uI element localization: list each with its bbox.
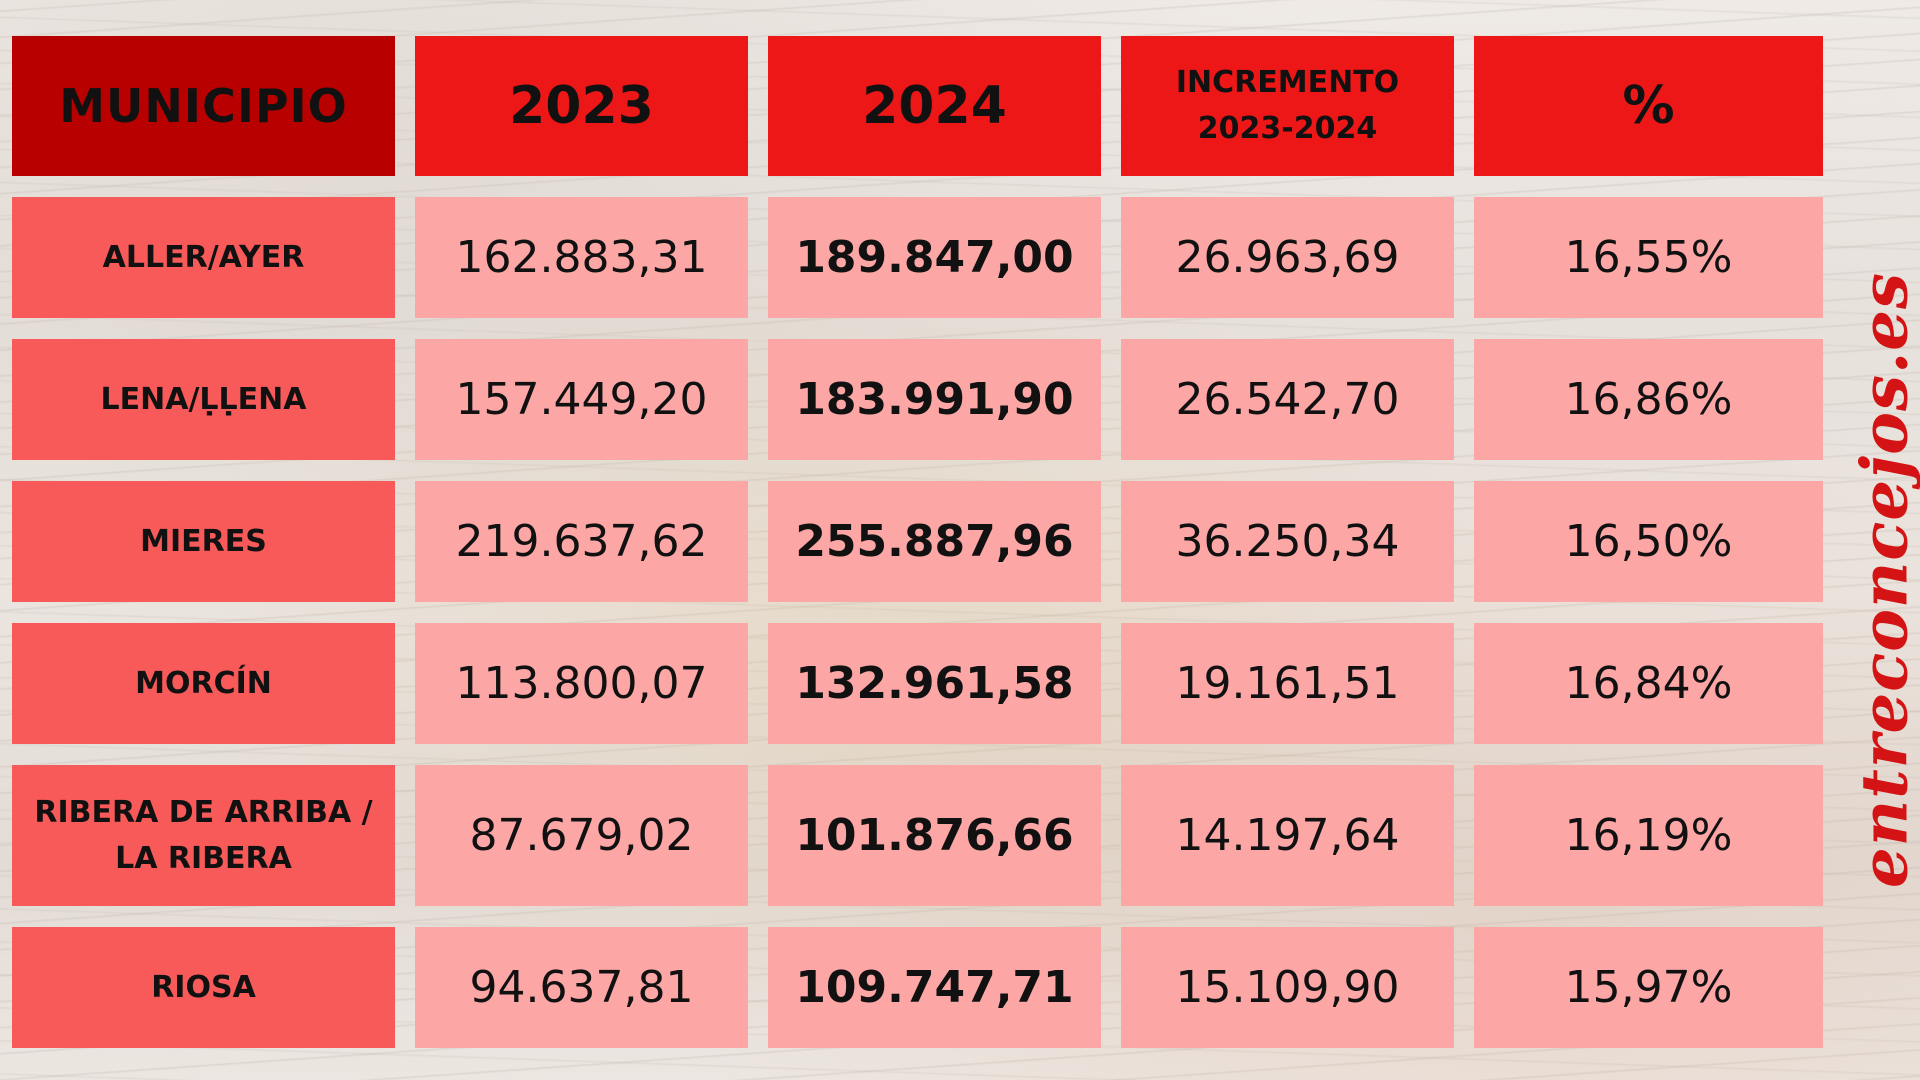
row-3-2024: 255.887,96 xyxy=(768,481,1101,602)
data-table: MUNICIPIO 2023 2024 INCREMENTO 2023-2024… xyxy=(12,36,1823,1048)
row-4-percent: 16,84% xyxy=(1474,623,1823,744)
row-4-2024: 132.961,58 xyxy=(768,623,1101,744)
row-4-2023: 113.800,07 xyxy=(415,623,748,744)
header-2023: 2023 xyxy=(415,36,748,176)
row-6-2024: 109.747,71 xyxy=(768,927,1101,1048)
header-municipio: MUNICIPIO xyxy=(12,36,395,176)
row-2-municipio: LENA/ḶḶENA xyxy=(12,339,395,460)
row-1-municipio: ALLER/AYER xyxy=(12,197,395,318)
row-5-municipio: RIBERA DE ARRIBA / LA RIBERA xyxy=(12,765,395,906)
row-5-percent: 16,19% xyxy=(1474,765,1823,906)
row-3-municipio: MIERES xyxy=(12,481,395,602)
row-4-incremento: 19.161,51 xyxy=(1121,623,1454,744)
row-6-municipio: RIOSA xyxy=(12,927,395,1048)
row-6-incremento: 15.109,90 xyxy=(1121,927,1454,1048)
row-3-2023: 219.637,62 xyxy=(415,481,748,602)
row-2-percent: 16,86% xyxy=(1474,339,1823,460)
row-5-incremento: 14.197,64 xyxy=(1121,765,1454,906)
header-incremento: INCREMENTO 2023-2024 xyxy=(1121,36,1454,176)
header-percent: % xyxy=(1474,36,1823,176)
watermark-text: entreconcejos.es xyxy=(1847,271,1920,889)
header-2024: 2024 xyxy=(768,36,1101,176)
row-1-2024: 189.847,00 xyxy=(768,197,1101,318)
header-incremento-line2: 2023-2024 xyxy=(1197,111,1378,146)
header-incremento-line1: INCREMENTO xyxy=(1175,65,1400,100)
row-1-incremento: 26.963,69 xyxy=(1121,197,1454,318)
row-2-2024: 183.991,90 xyxy=(768,339,1101,460)
row-1-percent: 16,55% xyxy=(1474,197,1823,318)
row-5-2024: 101.876,66 xyxy=(768,765,1101,906)
row-2-2023: 157.449,20 xyxy=(415,339,748,460)
row-6-2023: 94.637,81 xyxy=(415,927,748,1048)
row-6-percent: 15,97% xyxy=(1474,927,1823,1048)
row-4-municipio: MORCÍN xyxy=(12,623,395,744)
row-5-2023: 87.679,02 xyxy=(415,765,748,906)
row-3-percent: 16,50% xyxy=(1474,481,1823,602)
row-3-incremento: 36.250,34 xyxy=(1121,481,1454,602)
row-1-2023: 162.883,31 xyxy=(415,197,748,318)
row-2-incremento: 26.542,70 xyxy=(1121,339,1454,460)
